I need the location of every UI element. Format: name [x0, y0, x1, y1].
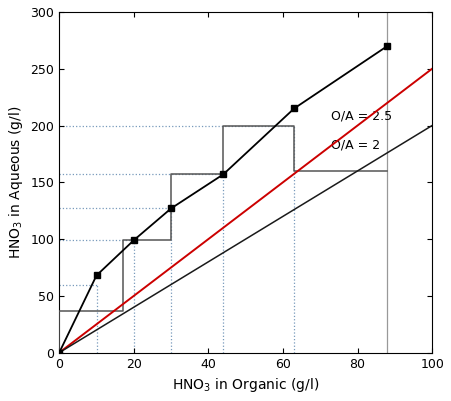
Text: O/A = 2.5: O/A = 2.5 — [331, 110, 392, 123]
Text: O/A = 2: O/A = 2 — [331, 138, 381, 151]
Y-axis label: HNO$_3$ in Aqueous (g/l): HNO$_3$ in Aqueous (g/l) — [7, 105, 25, 259]
X-axis label: HNO$_3$ in Organic (g/l): HNO$_3$ in Organic (g/l) — [172, 376, 319, 394]
